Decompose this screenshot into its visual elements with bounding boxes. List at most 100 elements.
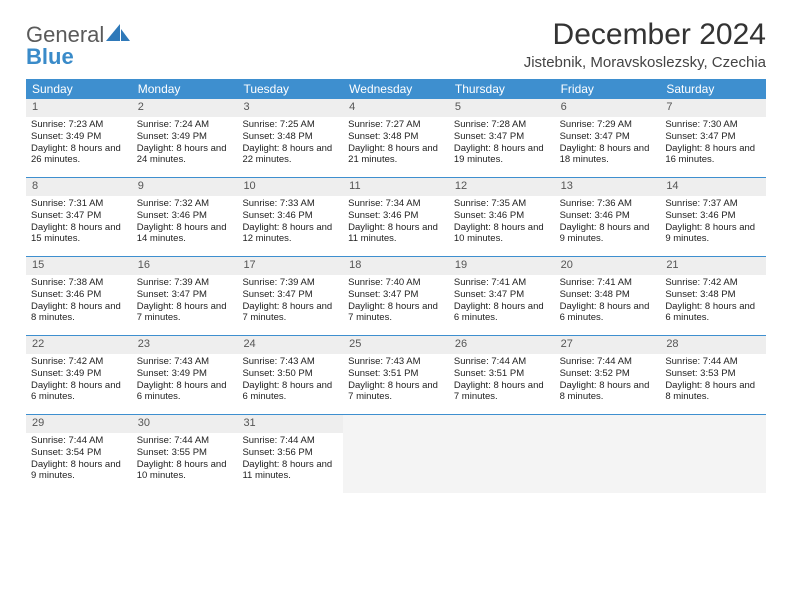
sunset-line: Sunset: 3:49 PM xyxy=(26,368,132,380)
day-cell: 16Sunrise: 7:39 AMSunset: 3:47 PMDayligh… xyxy=(132,257,238,335)
sunset-line: Sunset: 3:48 PM xyxy=(660,289,766,301)
sunrise-line: Sunrise: 7:23 AM xyxy=(26,119,132,131)
calendar-page: General Blue December 2024 Jistebnik, Mo… xyxy=(0,0,792,511)
sunset-line: Sunset: 3:46 PM xyxy=(343,210,449,222)
day-number: 9 xyxy=(132,178,238,196)
daylight-line: Daylight: 8 hours and 22 minutes. xyxy=(237,143,343,167)
sunset-line: Sunset: 3:46 PM xyxy=(132,210,238,222)
daylight-line: Daylight: 8 hours and 6 minutes. xyxy=(555,301,661,325)
day-cell-empty xyxy=(660,415,766,493)
sunset-line: Sunset: 3:52 PM xyxy=(555,368,661,380)
sunrise-line: Sunrise: 7:31 AM xyxy=(26,198,132,210)
sunrise-line: Sunrise: 7:27 AM xyxy=(343,119,449,131)
sunrise-line: Sunrise: 7:44 AM xyxy=(555,356,661,368)
brand-logo: General Blue xyxy=(26,24,132,68)
daylight-line: Daylight: 8 hours and 8 minutes. xyxy=(555,380,661,404)
daylight-line: Daylight: 8 hours and 9 minutes. xyxy=(26,459,132,483)
day-number: 17 xyxy=(237,257,343,275)
day-number: 5 xyxy=(449,99,555,117)
sunrise-line: Sunrise: 7:39 AM xyxy=(132,277,238,289)
day-number: 2 xyxy=(132,99,238,117)
sunset-line: Sunset: 3:49 PM xyxy=(132,131,238,143)
sunset-line: Sunset: 3:46 PM xyxy=(449,210,555,222)
daylight-line: Daylight: 8 hours and 18 minutes. xyxy=(555,143,661,167)
day-cell: 28Sunrise: 7:44 AMSunset: 3:53 PMDayligh… xyxy=(660,336,766,414)
sunset-line: Sunset: 3:46 PM xyxy=(555,210,661,222)
day-number: 24 xyxy=(237,336,343,354)
sunrise-line: Sunrise: 7:42 AM xyxy=(660,277,766,289)
daylight-line: Daylight: 8 hours and 8 minutes. xyxy=(660,380,766,404)
sunrise-line: Sunrise: 7:25 AM xyxy=(237,119,343,131)
day-cell: 24Sunrise: 7:43 AMSunset: 3:50 PMDayligh… xyxy=(237,336,343,414)
sunset-line: Sunset: 3:48 PM xyxy=(555,289,661,301)
daylight-line: Daylight: 8 hours and 7 minutes. xyxy=(343,380,449,404)
sunrise-line: Sunrise: 7:32 AM xyxy=(132,198,238,210)
title-block: December 2024 Jistebnik, Moravskoslezsky… xyxy=(524,18,766,71)
sunset-line: Sunset: 3:48 PM xyxy=(343,131,449,143)
location-subtitle: Jistebnik, Moravskoslezsky, Czechia xyxy=(524,54,766,71)
day-cell: 1Sunrise: 7:23 AMSunset: 3:49 PMDaylight… xyxy=(26,99,132,177)
day-cell: 19Sunrise: 7:41 AMSunset: 3:47 PMDayligh… xyxy=(449,257,555,335)
sunrise-line: Sunrise: 7:43 AM xyxy=(343,356,449,368)
calendar-grid: SundayMondayTuesdayWednesdayThursdayFrid… xyxy=(26,79,766,493)
sunrise-line: Sunrise: 7:35 AM xyxy=(449,198,555,210)
day-cell: 17Sunrise: 7:39 AMSunset: 3:47 PMDayligh… xyxy=(237,257,343,335)
weekday-header: Sunday xyxy=(26,79,132,99)
day-cell: 30Sunrise: 7:44 AMSunset: 3:55 PMDayligh… xyxy=(132,415,238,493)
sunset-line: Sunset: 3:49 PM xyxy=(26,131,132,143)
day-number: 7 xyxy=(660,99,766,117)
sunset-line: Sunset: 3:47 PM xyxy=(660,131,766,143)
sunset-line: Sunset: 3:46 PM xyxy=(660,210,766,222)
sunrise-line: Sunrise: 7:30 AM xyxy=(660,119,766,131)
day-cell: 6Sunrise: 7:29 AMSunset: 3:47 PMDaylight… xyxy=(555,99,661,177)
weekday-header-row: SundayMondayTuesdayWednesdayThursdayFrid… xyxy=(26,79,766,99)
daylight-line: Daylight: 8 hours and 12 minutes. xyxy=(237,222,343,246)
sunrise-line: Sunrise: 7:44 AM xyxy=(660,356,766,368)
sunset-line: Sunset: 3:47 PM xyxy=(449,131,555,143)
week-row: 15Sunrise: 7:38 AMSunset: 3:46 PMDayligh… xyxy=(26,257,766,336)
daylight-line: Daylight: 8 hours and 16 minutes. xyxy=(660,143,766,167)
daylight-line: Daylight: 8 hours and 8 minutes. xyxy=(26,301,132,325)
day-number: 14 xyxy=(660,178,766,196)
sunset-line: Sunset: 3:46 PM xyxy=(26,289,132,301)
daylight-line: Daylight: 8 hours and 9 minutes. xyxy=(555,222,661,246)
brand-text: General Blue xyxy=(26,24,132,68)
sunset-line: Sunset: 3:50 PM xyxy=(237,368,343,380)
sunrise-line: Sunrise: 7:41 AM xyxy=(555,277,661,289)
day-number: 15 xyxy=(26,257,132,275)
day-cell: 2Sunrise: 7:24 AMSunset: 3:49 PMDaylight… xyxy=(132,99,238,177)
day-number: 3 xyxy=(237,99,343,117)
sunset-line: Sunset: 3:53 PM xyxy=(660,368,766,380)
day-cell: 7 Sunrise: 7:30 AMSunset: 3:47 PMDaylight… xyxy=(660,99,766,177)
sunset-line: Sunset: 3:46 PM xyxy=(237,210,343,222)
day-cell: 21Sunrise: 7:42 AMSunset: 3:48 PMDayligh… xyxy=(660,257,766,335)
sunrise-line: Sunrise: 7:43 AM xyxy=(237,356,343,368)
day-cell: 12Sunrise: 7:35 AMSunset: 3:46 PMDayligh… xyxy=(449,178,555,256)
sunrise-line: Sunrise: 7:24 AM xyxy=(132,119,238,131)
day-cell: 15Sunrise: 7:38 AMSunset: 3:46 PMDayligh… xyxy=(26,257,132,335)
sunrise-line: Sunrise: 7:33 AM xyxy=(237,198,343,210)
daylight-line: Daylight: 8 hours and 10 minutes. xyxy=(449,222,555,246)
day-number: 6 xyxy=(555,99,661,117)
sunset-line: Sunset: 3:47 PM xyxy=(26,210,132,222)
sunset-line: Sunset: 3:47 PM xyxy=(237,289,343,301)
sunrise-line: Sunrise: 7:44 AM xyxy=(26,435,132,447)
page-header: General Blue December 2024 Jistebnik, Mo… xyxy=(26,18,766,71)
day-number: 13 xyxy=(555,178,661,196)
day-cell: 8Sunrise: 7:31 AMSunset: 3:47 PMDaylight… xyxy=(26,178,132,256)
sunrise-line: Sunrise: 7:29 AM xyxy=(555,119,661,131)
day-number: 29 xyxy=(26,415,132,433)
day-cell: 26Sunrise: 7:44 AMSunset: 3:51 PMDayligh… xyxy=(449,336,555,414)
sunrise-line: Sunrise: 7:40 AM xyxy=(343,277,449,289)
sunrise-line: Sunrise: 7:42 AM xyxy=(26,356,132,368)
day-cell: 29Sunrise: 7:44 AMSunset: 3:54 PMDayligh… xyxy=(26,415,132,493)
sunrise-line: Sunrise: 7:44 AM xyxy=(449,356,555,368)
day-number: 23 xyxy=(132,336,238,354)
weekday-header: Tuesday xyxy=(237,79,343,99)
day-number: 4 xyxy=(343,99,449,117)
day-cell-empty xyxy=(343,415,449,493)
sunrise-line: Sunrise: 7:36 AM xyxy=(555,198,661,210)
weekday-header: Monday xyxy=(132,79,238,99)
sunrise-line: Sunrise: 7:39 AM xyxy=(237,277,343,289)
day-number: 10 xyxy=(237,178,343,196)
